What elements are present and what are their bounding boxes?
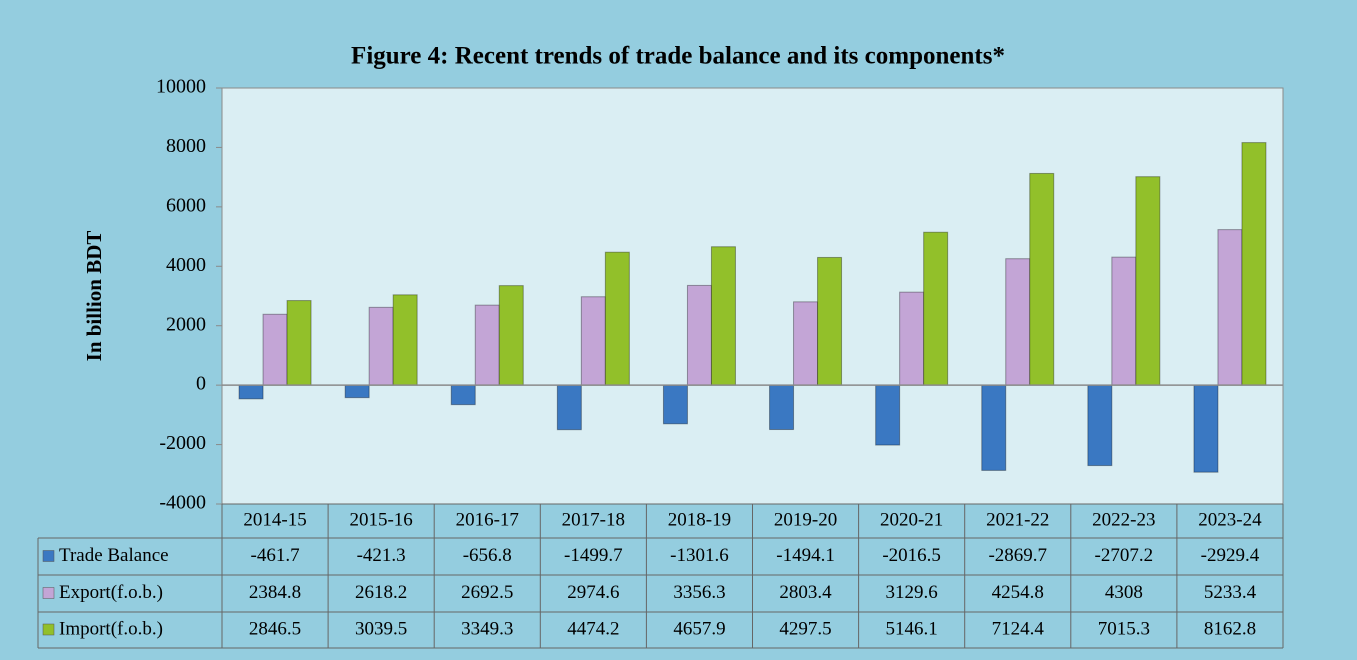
table-cell: 3349.3 (461, 618, 513, 639)
table-cell: 2692.5 (461, 582, 513, 603)
chart-title: Figure 4: Recent trends of trade balance… (351, 43, 1005, 70)
bar (817, 256, 843, 386)
table-cell: 4297.5 (779, 618, 831, 639)
table-cell: -2016.5 (882, 545, 941, 566)
bar (368, 306, 394, 386)
bar (286, 300, 312, 386)
table-cell: -1494.1 (776, 545, 835, 566)
x-tick-label: 2014-15 (243, 509, 306, 530)
bar (498, 285, 524, 386)
bar (662, 384, 688, 425)
bar (981, 384, 1007, 471)
bar (793, 301, 819, 386)
table-cell: 4308 (1105, 582, 1143, 603)
x-tick-label: 2018-19 (668, 509, 731, 530)
bar (686, 284, 712, 386)
bar (1193, 384, 1219, 473)
bar (1087, 384, 1113, 467)
bar (1241, 142, 1267, 386)
table-cell: 2974.6 (567, 582, 619, 603)
x-tick-label: 2023-24 (1198, 509, 1262, 530)
table-cell: -421.3 (357, 545, 406, 566)
y-tick-label: 6000 (166, 194, 206, 216)
bar (1005, 258, 1031, 386)
table-cell: 4657.9 (673, 618, 725, 639)
y-tick-label: 0 (196, 373, 206, 395)
y-tick-label: -2000 (159, 432, 206, 454)
legend-label: Export(f.o.b.) (59, 582, 163, 603)
bar (474, 304, 500, 386)
table-cell: 7015.3 (1098, 618, 1150, 639)
bar (1135, 176, 1161, 386)
x-tick-label: 2021-22 (986, 509, 1049, 530)
bar (1111, 256, 1137, 386)
table-cell: -1301.6 (670, 545, 729, 566)
bar (604, 251, 630, 386)
bar (769, 384, 795, 431)
table-cell: 3356.3 (673, 582, 725, 603)
x-tick-label: 2015-16 (349, 509, 412, 530)
bar (923, 231, 949, 386)
bar (580, 296, 606, 386)
y-tick-label: 8000 (166, 135, 206, 157)
table-cell: 4254.8 (992, 582, 1044, 603)
table-cell: 5233.4 (1204, 582, 1257, 603)
y-tick-label: 4000 (166, 254, 206, 276)
bar (238, 384, 264, 400)
y-tick-label: -4000 (159, 492, 206, 514)
legend-label: Trade Balance (59, 545, 169, 566)
bar (262, 313, 288, 386)
bar (450, 384, 476, 406)
table-cell: 2384.8 (249, 582, 301, 603)
table-cell: -2869.7 (988, 545, 1047, 566)
legend-swatch (42, 550, 55, 562)
table-cell: 5146.1 (886, 618, 938, 639)
table-cell: -2707.2 (1095, 545, 1154, 566)
bar (899, 291, 925, 386)
table-cell: 7124.4 (992, 618, 1045, 639)
table-cell: 4474.2 (567, 618, 619, 639)
table-cell: 3039.5 (355, 618, 407, 639)
table-cell: -1499.7 (564, 545, 623, 566)
table-cell: 3129.6 (886, 582, 938, 603)
table-cell: -461.7 (251, 545, 300, 566)
y-axis-label: In billion BDT (82, 231, 106, 362)
bar (710, 246, 736, 386)
table-cell: 2846.5 (249, 618, 301, 639)
table-cell: -2929.4 (1201, 545, 1260, 566)
x-tick-label: 2016-17 (456, 509, 519, 530)
bar (1217, 229, 1243, 386)
y-tick-label: 2000 (166, 313, 206, 335)
legend-swatch (42, 587, 55, 599)
x-tick-label: 2017-18 (562, 509, 625, 530)
x-tick-label: 2022-23 (1092, 509, 1155, 530)
bar (344, 384, 370, 399)
bar (875, 384, 901, 446)
x-tick-label: 2019-20 (774, 509, 837, 530)
y-tick-label: 10000 (156, 76, 206, 98)
bar (392, 294, 418, 386)
legend-label: Import(f.o.b.) (59, 618, 163, 639)
bar (556, 384, 582, 431)
bar (1029, 172, 1055, 386)
legend-swatch (42, 623, 55, 636)
table-cell: 8162.8 (1204, 618, 1256, 639)
table-cell: -656.8 (463, 545, 512, 566)
table-cell: 2618.2 (355, 582, 407, 603)
table-cell: 2803.4 (779, 582, 832, 603)
x-tick-label: 2020-21 (880, 509, 943, 530)
